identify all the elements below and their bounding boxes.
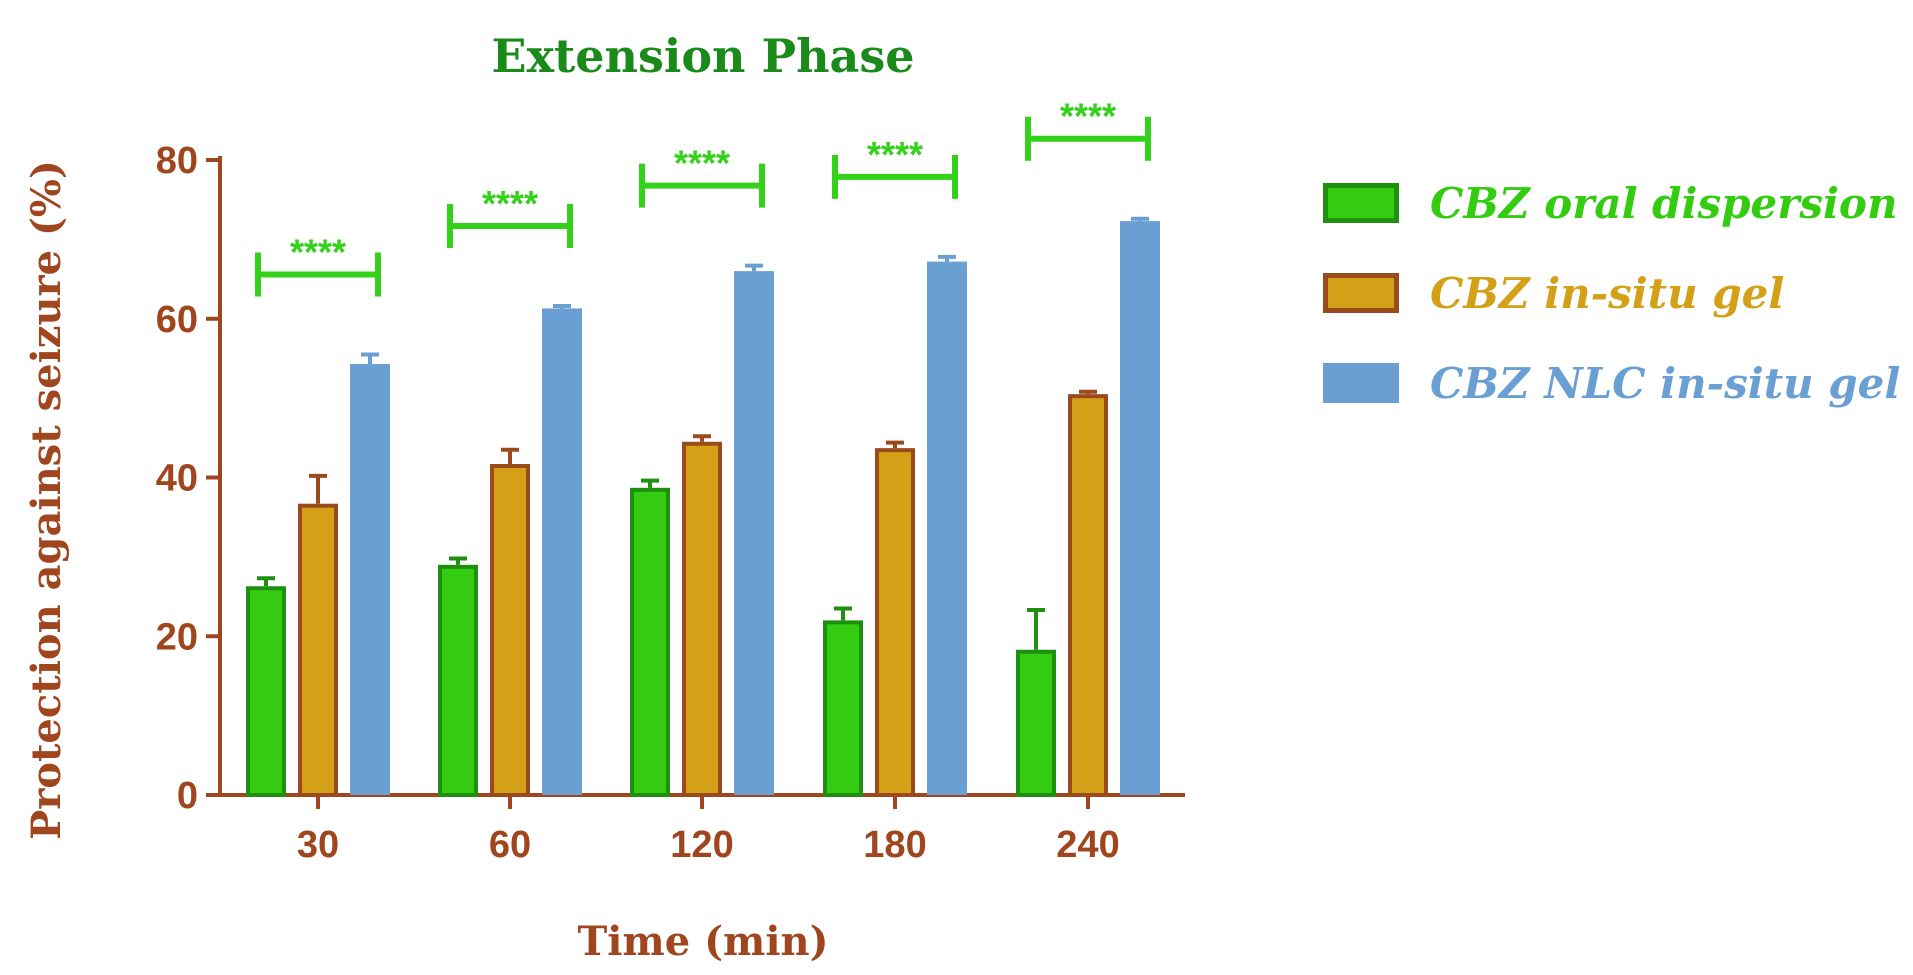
x-tick-label: 120 — [670, 824, 733, 866]
legend-swatch-nlc — [1323, 363, 1399, 403]
bar-nlc-120 — [734, 271, 774, 795]
x-tick-label: 30 — [297, 824, 339, 866]
significance-label: **** — [482, 183, 538, 224]
y-tick-label: 40 — [156, 458, 198, 500]
significance-label: **** — [867, 134, 923, 175]
legend-label-oral: CBZ oral dispersion — [1430, 179, 1897, 228]
bar-oral-120 — [630, 487, 670, 797]
legend-label-nlc: CBZ NLC in-situ gel — [1430, 359, 1900, 408]
x-tick-label: 180 — [863, 824, 926, 866]
bar-gel-120 — [682, 441, 722, 797]
bar-gel-60 — [490, 464, 530, 797]
x-axis-label: Time (min) — [577, 918, 828, 965]
bar-nlc-60 — [542, 308, 582, 795]
legend-label-gel: CBZ in-situ gel — [1430, 269, 1784, 318]
significance-label: **** — [674, 143, 730, 184]
legend: CBZ oral dispersion CBZ in-situ gel CBZ NL… — [1323, 179, 1900, 408]
bar-gel-30 — [298, 503, 338, 797]
legend-swatch-gel — [1323, 273, 1399, 313]
significance-label: **** — [290, 231, 346, 272]
y-tick-label: 20 — [156, 616, 198, 658]
legend-swatch-oral — [1323, 183, 1399, 223]
chart-title: Extension Phase — [492, 29, 915, 83]
x-tick-label: 60 — [489, 824, 531, 866]
bar-nlc-180 — [927, 261, 967, 796]
bar-nlc-30 — [350, 363, 390, 795]
plot-area: 0 20 40 60 80 30 **** 60 **** 120 **** 180 **** 240 **… — [156, 96, 1185, 866]
y-tick-label: 80 — [156, 140, 198, 182]
bar-gel-180 — [875, 448, 915, 797]
bar-gel-240 — [1068, 394, 1108, 797]
x-tick-label: 240 — [1056, 824, 1119, 866]
bar-oral-240 — [1016, 649, 1056, 798]
significance-label: **** — [1060, 96, 1116, 137]
y-tick-label: 60 — [156, 299, 198, 341]
y-tick-label: 0 — [177, 775, 198, 817]
bar-oral-60 — [438, 564, 478, 797]
y-axis-label: Protection against seizure (%) — [23, 160, 70, 840]
bar-oral-30 — [246, 586, 286, 798]
bar-oral-180 — [823, 620, 863, 797]
bar-nlc-240 — [1120, 221, 1160, 795]
